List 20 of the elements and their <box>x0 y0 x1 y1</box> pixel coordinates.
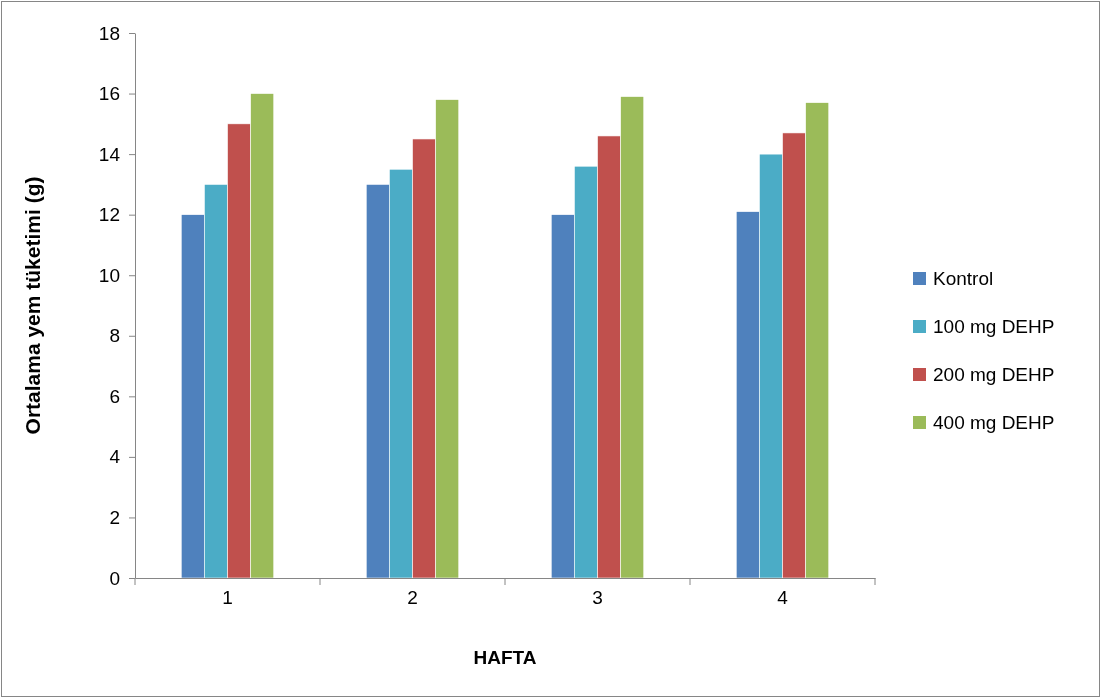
y-tick-label: 14 <box>98 143 121 165</box>
legend-label: 400 mg DEHP <box>933 412 1055 433</box>
y-axis-title: Ortalama yem tüketimi (g) <box>21 176 44 435</box>
y-tick-label: 18 <box>98 22 120 44</box>
y-tick-label: 12 <box>98 204 120 226</box>
y-tick-label: 6 <box>109 385 120 407</box>
y-tick-label: 0 <box>109 567 120 589</box>
y-tick-label: 16 <box>98 83 120 105</box>
legend-label: 100 mg DEHP <box>933 316 1055 337</box>
y-tick-label: 4 <box>109 446 121 468</box>
x-tick-label: 4 <box>777 586 789 608</box>
y-tick-label: 10 <box>98 264 120 286</box>
y-tick-label: 8 <box>109 325 120 347</box>
x-tick-label: 1 <box>222 586 233 608</box>
legend-label: 200 mg DEHP <box>933 364 1055 385</box>
x-axis-title: HAFTA <box>473 647 537 668</box>
y-tick-label: 2 <box>109 507 120 529</box>
x-tick-label: 3 <box>592 586 603 608</box>
x-tick-label: 2 <box>407 586 418 608</box>
legend-label: Kontrol <box>933 268 994 289</box>
